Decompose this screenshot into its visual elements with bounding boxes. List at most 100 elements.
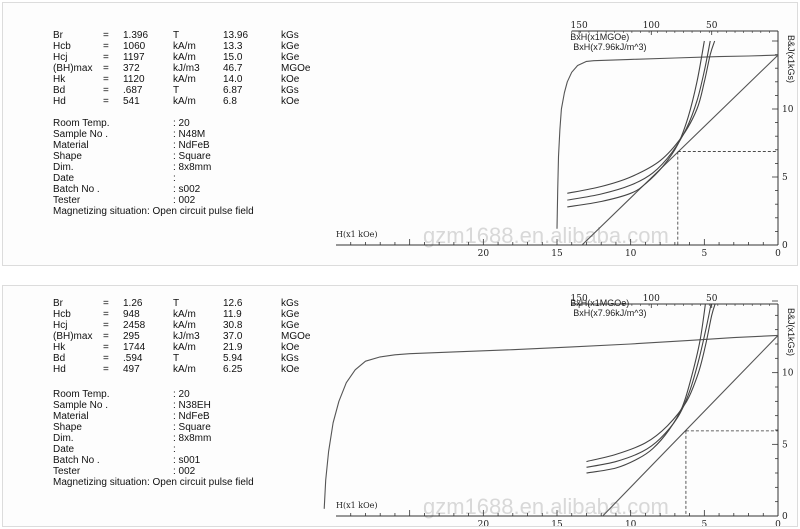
spec-name: Hk: [53, 74, 66, 85]
spec-value2: 37.0: [223, 331, 243, 342]
spec-value: 1060: [123, 41, 146, 52]
spec-unit2: kGe: [281, 320, 300, 331]
info-value: : 002: [173, 466, 196, 477]
info-label: Dim.: [53, 433, 74, 444]
spec-name: Hcj: [53, 320, 68, 331]
y-tick-label: 0: [782, 241, 788, 251]
spec-value2: 13.96: [223, 30, 249, 41]
info-value: : N38EH: [173, 400, 211, 411]
spec-name: Bd: [53, 85, 66, 96]
spec-unit2: kOe: [281, 342, 300, 353]
spec-value2: 6.87: [223, 85, 243, 96]
spec-unit: kA/m: [173, 364, 196, 375]
spec-name: Hcj: [53, 52, 68, 63]
spec-unit2: MGOe: [281, 63, 311, 74]
top-tick-label: 150: [571, 21, 588, 31]
demag-chart: gzm1688.en.alibaba.com 0 5 10 15 20 0 5 10 150 100…: [336, 21, 796, 259]
info-value: : Square: [173, 151, 211, 162]
info-label: Dim.: [53, 162, 74, 173]
info-label: Sample No .: [53, 400, 109, 411]
spec-name: Hd: [53, 364, 66, 375]
spec-unit2: kOe: [281, 96, 300, 107]
spec-value2: 21.9: [223, 342, 243, 353]
y-tick-label: 0: [782, 512, 788, 522]
spec-name: (BH)max: [53, 63, 93, 74]
watermark: gzm1688.en.alibaba.com: [423, 223, 669, 248]
series-bh-1: [586, 304, 716, 463]
spec-unit2: kGe: [281, 41, 300, 52]
spec-unit: kA/m: [173, 74, 196, 85]
x-tick-label: 15: [551, 520, 563, 526]
spec-equals: =: [103, 74, 109, 85]
spec-unit: kA/m: [173, 309, 196, 320]
x-tick-label: 15: [551, 249, 563, 259]
x-tick-label: 10: [625, 249, 637, 259]
spec-unit2: kGs: [281, 85, 299, 96]
spec-unit2: kGs: [281, 30, 299, 41]
spec-value2: 6.8: [223, 96, 237, 107]
spec-equals: =: [103, 41, 109, 52]
series-b: [602, 335, 778, 516]
x-axis-label: H(x1 kOe): [336, 501, 378, 510]
info-value: : 20: [173, 118, 190, 129]
spec-value: 1.26: [123, 298, 143, 309]
info-value: : 8x8mm: [173, 162, 212, 173]
spec-equals: =: [103, 320, 109, 331]
spec-unit: kA/m: [173, 320, 196, 331]
spec-unit2: kGs: [281, 353, 299, 364]
series-b: [581, 54, 778, 245]
legend-bxh-kjm3: BxH(x7.96kJ/m^3): [573, 308, 646, 318]
x-tick-label: 5: [701, 249, 707, 259]
spec-unit: kA/m: [173, 41, 196, 52]
magnetizing-situation: Magnetizing situation: Open circuit puls…: [53, 206, 254, 217]
y-tick-label: 10: [782, 105, 794, 115]
magnetizing-situation: Magnetizing situation: Open circuit puls…: [53, 477, 254, 488]
spec-name: Bd: [53, 353, 66, 364]
y-axis-label: B&J(x1kGs): [786, 35, 796, 83]
info-value: : 20: [173, 389, 190, 400]
spec-name: Hk: [53, 342, 66, 353]
legend-bxh-mgoe: BxH(x1MGOe): [570, 32, 629, 42]
spec-unit: T: [173, 298, 180, 309]
spec-unit2: kGe: [281, 309, 300, 320]
info-value: : 8x8mm: [173, 433, 212, 444]
spec-value2: 6.25: [223, 364, 243, 375]
spec-value2: 46.7: [223, 63, 243, 74]
y-tick-label: 5: [782, 173, 788, 183]
top-tick-label: 100: [643, 21, 660, 31]
spec-unit2: kOe: [281, 364, 300, 375]
spec-value: 1197: [123, 52, 145, 63]
spec-value: 295: [123, 331, 140, 342]
info-value: : NdFeB: [173, 140, 210, 151]
spec-equals: =: [103, 30, 109, 41]
spec-value2: 5.94: [223, 353, 243, 364]
spec-equals: =: [103, 85, 109, 96]
panel-n38eh: Br = 1.26 T 12.6 kGs Hcb = 948 kA/m 11.9 kGe Hcj = 245…: [2, 285, 798, 527]
spec-unit2: MGOe: [281, 331, 311, 342]
series-j: [556, 54, 778, 229]
series-bh-3: [586, 304, 706, 474]
spec-equals: =: [103, 52, 109, 63]
spec-equals: =: [103, 96, 109, 107]
spec-name: Hd: [53, 96, 66, 107]
spec-equals: =: [103, 298, 109, 309]
info-label: Batch No .: [53, 184, 100, 195]
spec-unit: kJ/m3: [173, 63, 200, 74]
spec-value: 541: [123, 96, 140, 107]
series-bh-2: [567, 40, 711, 201]
spec-name: Br: [53, 298, 63, 309]
x-axis-label: H(x1 kOe): [336, 230, 378, 239]
spec-value: 372: [123, 63, 140, 74]
spec-unit2: kGe: [281, 52, 300, 63]
spec-value: 2458: [123, 320, 146, 331]
spec-value2: 12.6: [223, 298, 243, 309]
spec-equals: =: [103, 331, 109, 342]
info-label: Shape: [53, 151, 82, 162]
spec-value2: 14.0: [223, 74, 243, 85]
spec-unit2: kGs: [281, 298, 299, 309]
info-label: Shape: [53, 422, 82, 433]
x-tick-label: 5: [701, 520, 707, 526]
spec-value: .594: [123, 353, 143, 364]
spec-value: .687: [123, 85, 143, 96]
spec-unit: T: [173, 353, 180, 364]
